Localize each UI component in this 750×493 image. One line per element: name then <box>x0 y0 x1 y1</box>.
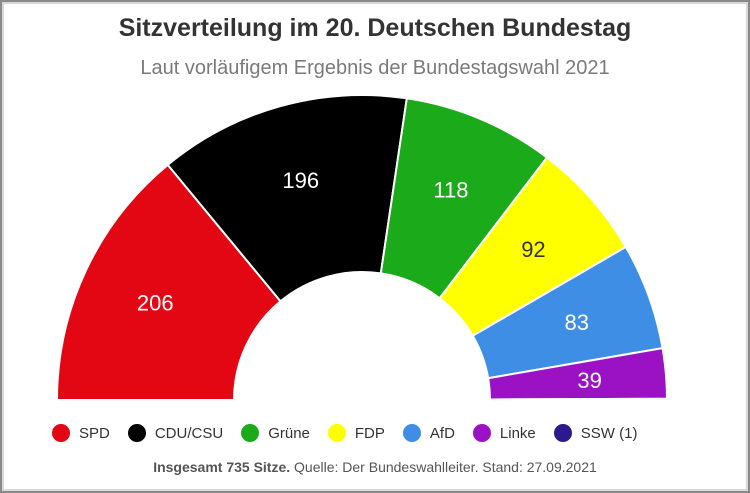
legend-swatch <box>52 424 70 442</box>
data-label-gr-ne: 118 <box>433 178 468 203</box>
legend-label: AfD <box>429 424 455 442</box>
legend-item-spd: SPD <box>52 424 110 442</box>
legend-swatch <box>472 424 491 442</box>
chart-footer: Insgesamt 735 Sitze. Quelle: Der Bundesw… <box>0 459 750 475</box>
data-label-fdp: 92 <box>521 237 545 262</box>
segment-spd <box>55 163 282 401</box>
chart-legend: SPD CDU/CSU Grüne FDP AfD Linke SSW (1) <box>52 424 655 442</box>
data-label-afd: 83 <box>565 310 589 335</box>
legend-item-gr-ne: Grüne <box>241 424 310 442</box>
legend-swatch <box>241 424 260 442</box>
legend-swatch <box>327 424 346 442</box>
data-label-spd: 206 <box>137 291 174 316</box>
chart-subtitle: Laut vorläufigem Ergebnis der Bundestags… <box>140 57 610 79</box>
data-label-cdu-csu: 196 <box>282 168 319 193</box>
legend-item-afd: AfD <box>402 424 455 442</box>
legend-label: SSW (1) <box>580 424 638 442</box>
legend-label: CDU/CSU <box>154 424 224 442</box>
footer-source: Quelle: Der Bundeswahlleiter. Stand: 27.… <box>290 459 597 475</box>
segment-ssw-1 <box>488 397 669 401</box>
legend-item-ssw-1: SSW (1) <box>553 424 638 442</box>
segment-cdu-csu <box>166 94 408 303</box>
legend-label: Linke <box>499 424 536 442</box>
legend-item-cdu-csu: CDU/CSU <box>127 424 224 442</box>
legend-swatch <box>127 424 146 442</box>
data-label-linke: 39 <box>577 368 601 393</box>
legend-label: Grüne <box>268 424 310 442</box>
legend-swatch <box>402 424 421 442</box>
legend-item-linke: Linke <box>472 424 536 442</box>
chart-title: Sitzverteilung im 20. Deutschen Bundesta… <box>118 14 632 42</box>
legend-swatch <box>553 424 572 442</box>
footer-total: Insgesamt 735 Sitze. <box>153 459 291 475</box>
legend-label: FDP <box>354 424 385 442</box>
legend-item-fdp: FDP <box>327 424 385 442</box>
legend-label: SPD <box>79 424 110 442</box>
